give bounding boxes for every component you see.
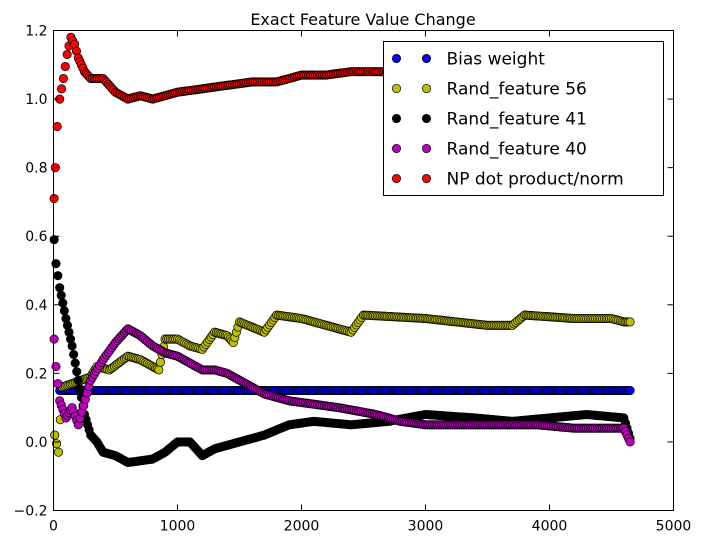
data-point: [49, 334, 59, 344]
data-point: [53, 447, 64, 457]
data-point: [53, 379, 63, 389]
data-point: [625, 317, 635, 327]
chart-title: Exact Feature Value Change: [250, 10, 475, 29]
data-point: [154, 365, 164, 375]
legend-label: Rand_feature 56: [447, 80, 587, 100]
x-axis: 0 1000 2000 3000 4000 5000: [49, 30, 692, 535]
data-point: [60, 61, 70, 72]
data-point: [55, 283, 65, 293]
x-tick-label: 4000: [532, 519, 568, 535]
data-point: [59, 306, 69, 316]
series-2: [49, 235, 635, 468]
data-point: [58, 298, 68, 308]
y-tick-label: −0.2: [14, 504, 48, 520]
data-point: [57, 84, 67, 94]
y-tick-label: 0.8: [25, 161, 47, 177]
data-point: [56, 290, 66, 300]
legend-marker: [391, 53, 402, 64]
y-tick-label: 0.2: [25, 366, 47, 382]
data-point: [69, 349, 79, 360]
y-tick-label: 0.4: [25, 298, 47, 314]
data-point: [75, 384, 85, 394]
series-3: [49, 324, 635, 447]
data-point: [625, 385, 635, 396]
data-point: [53, 271, 63, 281]
legend: Bias weight Rand_feature 56 Rand_feature 4…: [383, 41, 664, 196]
data-point: [50, 430, 60, 440]
x-tick-label: 3000: [408, 519, 444, 535]
legend-label: Bias weight: [447, 50, 546, 70]
series-0: [55, 385, 635, 396]
legend-label: Rand_feature 40: [447, 140, 587, 160]
data-point: [49, 193, 59, 204]
data-point: [62, 49, 72, 60]
legend-marker: [391, 143, 402, 154]
data-points: [49, 32, 635, 468]
data-point: [49, 235, 59, 245]
legend-marker: [421, 53, 432, 64]
y-tick-label: 0.0: [25, 435, 47, 451]
y-tick-label: 0.6: [25, 229, 47, 245]
legend-marker: [421, 83, 432, 94]
x-tick-label: 1000: [160, 519, 196, 535]
data-point: [52, 121, 62, 132]
data-point: [70, 358, 80, 368]
legend-marker: [421, 173, 432, 184]
legend-marker: [391, 113, 402, 124]
legend-marker: [391, 83, 402, 94]
y-tick-label: 1.0: [25, 92, 47, 108]
data-point: [72, 367, 82, 377]
legend-marker: [391, 173, 402, 184]
x-tick-label: 5000: [656, 519, 692, 535]
x-tick-label: 0: [49, 519, 58, 535]
data-point: [58, 73, 68, 84]
legend-marker: [421, 113, 432, 124]
y-axis: −0.2 0.0 0.2 0.4 0.6 0.8 1.0 1.2: [14, 24, 674, 520]
y-tick-label: 1.2: [25, 24, 47, 40]
x-tick-label: 2000: [284, 519, 320, 535]
legend-label: Rand_feature 41: [447, 110, 587, 130]
data-point: [625, 437, 635, 447]
data-point: [73, 375, 83, 385]
data-point: [67, 341, 77, 351]
legend-label: NP dot product/norm: [447, 170, 624, 190]
legend-marker: [421, 143, 432, 154]
data-point: [155, 357, 165, 367]
plot-area-frame: [53, 30, 674, 511]
